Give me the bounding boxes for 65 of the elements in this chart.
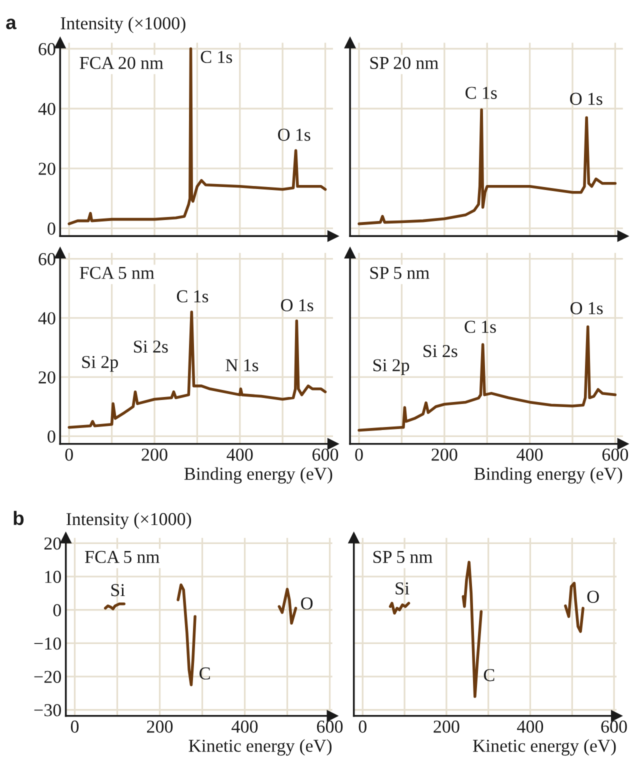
text: a <box>6 18 17 30</box>
annotation: C 1s <box>176 290 208 302</box>
x-axis-title: Kinetic energy (eV) <box>188 739 332 756</box>
text: SP 5 nm <box>373 550 432 564</box>
y-tick-label: 10 <box>45 570 61 583</box>
x-axis-title: Binding energy (eV) <box>474 467 622 484</box>
annotation: Si 2p <box>373 359 410 375</box>
text: SP 20 nm <box>370 56 438 70</box>
x-tick-label: 600 <box>602 448 628 461</box>
x-tick-label: 400 <box>517 720 544 733</box>
x-tick-label: 0 <box>358 720 366 733</box>
y-axis-title: Intensity (×1000) <box>66 512 192 529</box>
text: SP 5 nm <box>370 266 430 279</box>
y-tick-label: −20 <box>34 670 61 683</box>
x-tick-label: 400 <box>232 720 258 733</box>
y-axis-title: Intensity (×1000) <box>60 16 186 34</box>
annotation: N 1s <box>226 359 258 372</box>
annotation: C <box>200 667 210 680</box>
x-tick-label: 0 <box>70 720 79 733</box>
annotation: Si 2s <box>134 340 168 353</box>
x-tick-label: 0 <box>355 448 363 461</box>
text: FCA 20 nm <box>80 56 164 70</box>
x-tick-label: 200 <box>434 720 460 733</box>
annotation: Si 2s <box>424 345 458 358</box>
annotation: O 1s <box>570 92 602 105</box>
x-tick-label: 600 <box>312 448 338 461</box>
x-tick-label: 400 <box>516 448 543 461</box>
annotation: Si <box>396 582 410 595</box>
annotation: Si 2p <box>82 356 118 372</box>
annotation: O <box>301 597 313 610</box>
x-axis-title: Kinetic energy (eV) <box>473 739 616 756</box>
annotation: C 1s <box>466 86 497 99</box>
x-tick-label: 0 <box>65 448 73 461</box>
annotation: O <box>587 590 599 603</box>
y-tick-label: −30 <box>34 704 61 716</box>
y-tick-label: 60 <box>38 43 56 56</box>
annotation: O 1s <box>278 128 310 141</box>
text: FCA 5 nm <box>80 266 154 279</box>
text: FCA 5 nm <box>85 550 160 564</box>
y-tick-label: 20 <box>38 371 56 384</box>
x-axis-title: Binding energy (eV) <box>184 467 332 484</box>
annotation: O 1s <box>281 299 314 312</box>
x-tick-label: 400 <box>226 448 253 461</box>
line-series <box>68 47 327 226</box>
y-tick-label: 40 <box>38 312 56 324</box>
y-tick-label: 60 <box>38 253 56 266</box>
y-tick-label: 0 <box>48 222 56 235</box>
x-tick-label: 600 <box>601 720 627 733</box>
text: b <box>14 510 24 526</box>
y-tick-label: 0 <box>53 604 61 616</box>
line-series <box>68 310 327 429</box>
x-tick-label: 200 <box>147 720 173 733</box>
x-tick-label: 200 <box>432 448 458 461</box>
annotation: Si <box>111 584 125 596</box>
annotation: C 1s <box>464 320 496 333</box>
x-tick-label: 200 <box>142 448 168 461</box>
x-tick-label: 600 <box>317 720 343 733</box>
annotation: C <box>484 669 494 682</box>
y-tick-label: −10 <box>34 637 61 650</box>
annotation: O 1s <box>570 302 603 314</box>
y-tick-label: 40 <box>38 102 56 116</box>
annotation: C 1s <box>200 50 232 64</box>
y-tick-label: 20 <box>38 162 56 175</box>
y-tick-label: 0 <box>48 430 56 443</box>
y-tick-label: 20 <box>44 537 61 550</box>
